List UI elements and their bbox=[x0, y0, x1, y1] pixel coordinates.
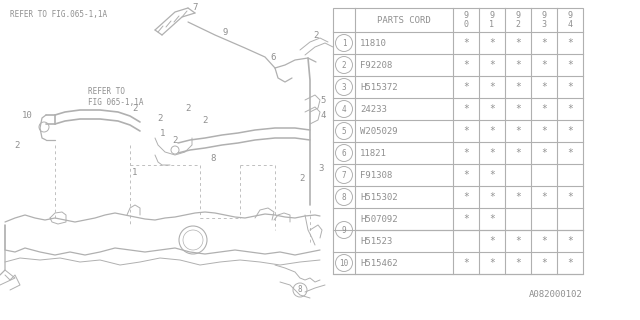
Text: 1: 1 bbox=[342, 38, 346, 47]
Text: 11810: 11810 bbox=[360, 38, 387, 47]
Text: *: * bbox=[489, 214, 495, 224]
Text: *: * bbox=[541, 60, 547, 70]
Text: *: * bbox=[489, 192, 495, 202]
Text: *: * bbox=[541, 82, 547, 92]
Text: *: * bbox=[567, 192, 573, 202]
Text: F91308: F91308 bbox=[360, 171, 392, 180]
Text: 2: 2 bbox=[186, 103, 191, 113]
Text: 6: 6 bbox=[270, 52, 276, 61]
Text: 2: 2 bbox=[14, 140, 20, 149]
Text: 1: 1 bbox=[160, 129, 166, 138]
Text: 9
3: 9 3 bbox=[541, 11, 547, 29]
Text: *: * bbox=[489, 236, 495, 246]
Text: *: * bbox=[515, 104, 521, 114]
Text: 9
4: 9 4 bbox=[568, 11, 573, 29]
Text: REFER TO FIG.065-1,1A: REFER TO FIG.065-1,1A bbox=[10, 10, 107, 19]
Text: 10: 10 bbox=[22, 110, 33, 119]
Text: 5: 5 bbox=[320, 95, 326, 105]
Text: *: * bbox=[567, 104, 573, 114]
Text: H515462: H515462 bbox=[360, 259, 397, 268]
Text: 7: 7 bbox=[192, 3, 198, 12]
Text: *: * bbox=[541, 126, 547, 136]
Text: *: * bbox=[567, 236, 573, 246]
Text: *: * bbox=[489, 258, 495, 268]
Text: A082000102: A082000102 bbox=[529, 290, 583, 299]
Text: *: * bbox=[463, 192, 469, 202]
Text: *: * bbox=[567, 38, 573, 48]
Text: 8: 8 bbox=[342, 193, 346, 202]
Text: 2: 2 bbox=[314, 30, 319, 39]
Text: 9: 9 bbox=[342, 226, 346, 235]
Text: *: * bbox=[463, 148, 469, 158]
Text: PARTS CORD: PARTS CORD bbox=[377, 15, 431, 25]
Text: F92208: F92208 bbox=[360, 60, 392, 69]
Bar bbox=[333, 8, 583, 274]
Text: *: * bbox=[463, 82, 469, 92]
Text: 9
2: 9 2 bbox=[515, 11, 520, 29]
Text: *: * bbox=[515, 60, 521, 70]
Text: 9
0: 9 0 bbox=[463, 11, 468, 29]
Text: *: * bbox=[489, 170, 495, 180]
Text: 4: 4 bbox=[342, 105, 346, 114]
Text: *: * bbox=[541, 258, 547, 268]
Text: 9: 9 bbox=[222, 28, 228, 36]
Text: *: * bbox=[515, 82, 521, 92]
Text: *: * bbox=[567, 126, 573, 136]
Text: *: * bbox=[489, 60, 495, 70]
Text: *: * bbox=[463, 170, 469, 180]
Text: *: * bbox=[489, 104, 495, 114]
Text: W205029: W205029 bbox=[360, 126, 397, 135]
Text: 4: 4 bbox=[320, 110, 326, 119]
Text: H515372: H515372 bbox=[360, 83, 397, 92]
Text: H507092: H507092 bbox=[360, 214, 397, 223]
Text: 3: 3 bbox=[318, 164, 324, 172]
Text: *: * bbox=[567, 258, 573, 268]
Text: *: * bbox=[463, 60, 469, 70]
Text: *: * bbox=[515, 258, 521, 268]
Text: REFER TO
FIG 065-1,1A: REFER TO FIG 065-1,1A bbox=[88, 87, 143, 107]
Text: 8: 8 bbox=[298, 285, 302, 294]
Text: *: * bbox=[541, 148, 547, 158]
Text: 8: 8 bbox=[211, 154, 216, 163]
Text: 5: 5 bbox=[342, 126, 346, 135]
Text: *: * bbox=[515, 148, 521, 158]
Text: 2: 2 bbox=[342, 60, 346, 69]
Text: 9
1: 9 1 bbox=[490, 11, 495, 29]
Text: H51523: H51523 bbox=[360, 236, 392, 245]
Text: 2: 2 bbox=[157, 114, 163, 123]
Text: 11821: 11821 bbox=[360, 148, 387, 157]
Text: *: * bbox=[541, 192, 547, 202]
Text: *: * bbox=[541, 236, 547, 246]
Text: 7: 7 bbox=[342, 171, 346, 180]
Text: 2: 2 bbox=[132, 103, 138, 113]
Text: *: * bbox=[463, 126, 469, 136]
Text: *: * bbox=[463, 214, 469, 224]
Text: *: * bbox=[463, 258, 469, 268]
Text: 6: 6 bbox=[342, 148, 346, 157]
Text: *: * bbox=[541, 104, 547, 114]
Text: *: * bbox=[567, 82, 573, 92]
Text: *: * bbox=[567, 60, 573, 70]
Text: 3: 3 bbox=[342, 83, 346, 92]
Text: *: * bbox=[515, 38, 521, 48]
Text: *: * bbox=[515, 192, 521, 202]
Text: *: * bbox=[489, 38, 495, 48]
Text: *: * bbox=[515, 236, 521, 246]
Text: *: * bbox=[541, 38, 547, 48]
Text: *: * bbox=[489, 148, 495, 158]
Text: H515302: H515302 bbox=[360, 193, 397, 202]
Text: *: * bbox=[489, 82, 495, 92]
Text: *: * bbox=[489, 126, 495, 136]
Text: *: * bbox=[515, 126, 521, 136]
Text: 2: 2 bbox=[202, 116, 208, 124]
Text: 2: 2 bbox=[172, 135, 178, 145]
Text: 1: 1 bbox=[132, 167, 138, 177]
Text: 10: 10 bbox=[339, 259, 349, 268]
Text: 2: 2 bbox=[300, 173, 305, 182]
Text: 24233: 24233 bbox=[360, 105, 387, 114]
Text: *: * bbox=[463, 38, 469, 48]
Text: *: * bbox=[463, 104, 469, 114]
Text: *: * bbox=[567, 148, 573, 158]
